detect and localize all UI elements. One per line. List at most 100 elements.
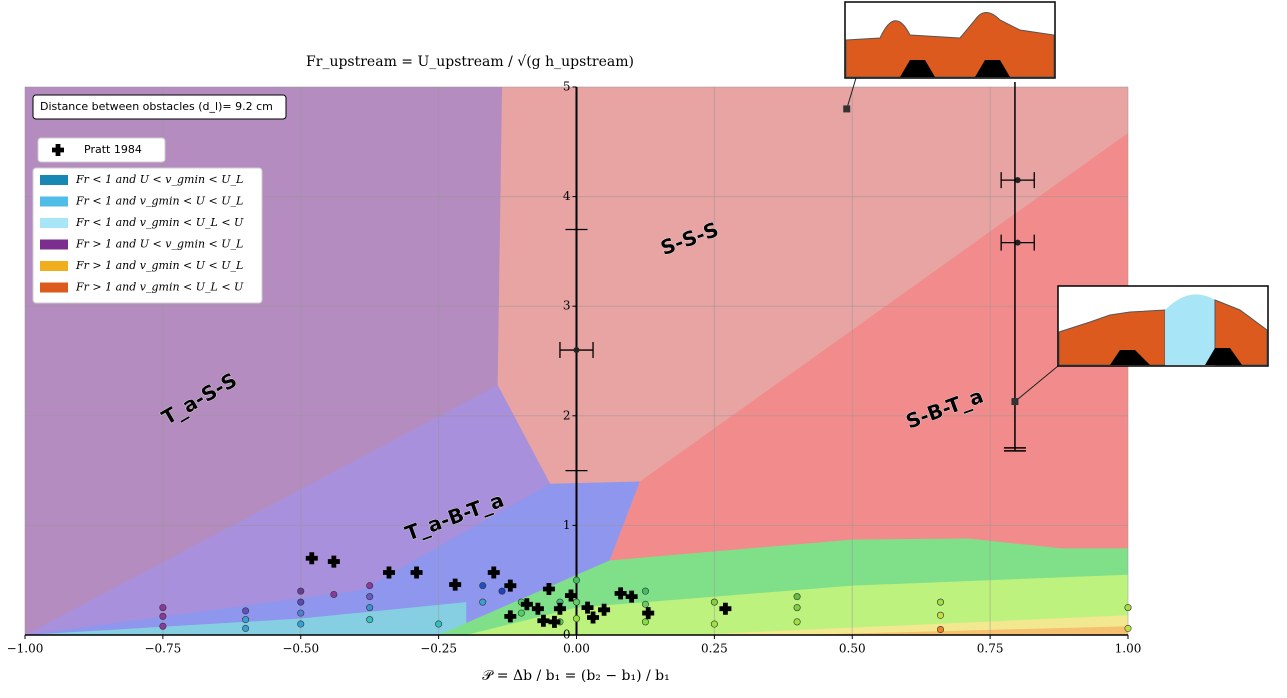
pratt-point — [410, 566, 423, 579]
y-tick-label: 5 — [563, 80, 571, 94]
legend-label: Pratt 1984 — [84, 143, 142, 156]
pratt-point — [327, 555, 340, 568]
experiment-point — [242, 624, 250, 632]
pratt-point — [449, 578, 462, 591]
legend-patch — [40, 282, 68, 293]
experiment-point — [159, 604, 167, 612]
experiment-point — [1124, 624, 1132, 632]
experiment-point — [498, 587, 506, 595]
experiment-point — [366, 582, 374, 590]
pratt-point — [719, 602, 732, 615]
pratt-point — [564, 589, 577, 602]
x-tick-label: 0.00 — [563, 642, 590, 656]
legend-label: Fr > 1 and U < v_gmin < U_L — [75, 238, 243, 251]
pratt-point — [581, 601, 594, 614]
experiment-point — [330, 590, 338, 598]
pratt-point — [504, 579, 517, 592]
x-tick-label: 0.25 — [701, 642, 728, 656]
inset-connector — [1014, 365, 1059, 402]
x-axis-label: 𝒫 = Δb / b₁ = (b₂ − b₁) / b₁ — [482, 668, 670, 684]
pratt-point — [305, 552, 318, 565]
experiment-point — [479, 582, 487, 590]
experiment-point — [517, 609, 525, 617]
experiment-point — [793, 618, 801, 626]
experiment-point — [435, 620, 443, 628]
x-tick-label: 0.75 — [977, 642, 1004, 656]
experiment-point — [1124, 604, 1132, 612]
experiment-point — [297, 598, 305, 606]
y-tick-label: 1 — [563, 518, 571, 532]
pratt-point — [382, 566, 395, 579]
legend-label: Fr < 1 and v_gmin < U_L < U — [75, 216, 244, 229]
pratt-point — [548, 615, 561, 628]
pratt-point — [520, 598, 533, 611]
legend-label: Fr > 1 and v_gmin < U_L < U — [75, 281, 244, 294]
legend-patch — [40, 196, 68, 207]
note-text: Distance between obstacles (d_l)= 9.2 cm — [40, 100, 273, 113]
inset-anchor — [843, 105, 851, 113]
x-tick-label: −0.75 — [144, 642, 181, 656]
pratt-point — [642, 607, 655, 620]
experiment-point — [366, 604, 374, 612]
legend-patch — [40, 175, 68, 185]
legend-patch — [40, 218, 68, 228]
x-tick-label: −0.50 — [282, 642, 319, 656]
experiment-point — [297, 609, 305, 617]
pratt-point — [504, 610, 517, 623]
experiment-point — [572, 576, 580, 584]
inset-top — [844, 1, 1056, 79]
experiment-point — [936, 598, 944, 606]
legend-label: Fr < 1 and v_gmin < U < U_L — [75, 195, 243, 208]
experiment-point — [710, 598, 718, 606]
note-box — [32, 94, 287, 120]
y-tick-label: 2 — [563, 408, 571, 422]
experiment-point — [572, 615, 580, 623]
x-tick-label: 1.00 — [1115, 642, 1142, 656]
experiment-point — [641, 618, 649, 626]
experiment-point — [479, 598, 487, 606]
pratt-point — [614, 587, 627, 600]
experiment-point — [159, 622, 167, 630]
inset-right — [1057, 285, 1269, 367]
experiment-point — [641, 587, 649, 595]
y-tick-label: 3 — [563, 299, 571, 313]
experiment-point — [159, 612, 167, 620]
region — [609, 133, 1128, 561]
region — [25, 602, 467, 635]
experiment-point — [936, 611, 944, 619]
experiment-point — [366, 593, 374, 601]
legend-marker — [52, 144, 64, 157]
pratt-point — [553, 602, 566, 615]
chart-title: Fr_upstream = U_upstream / √(g h_upstrea… — [306, 54, 634, 70]
legend-label: Fr < 1 and U < v_gmin < U_L — [75, 173, 243, 186]
pratt-point — [542, 582, 555, 595]
legend: Pratt 1984 Fr < 1 and U < v_gmin < U_L Fr … — [32, 137, 263, 304]
pratt-point — [625, 590, 638, 603]
experiment-point — [936, 626, 944, 634]
legend-box — [32, 167, 263, 304]
range-line — [1003, 82, 1026, 452]
error-point — [1014, 177, 1021, 184]
experiment-point — [572, 598, 580, 606]
error-point — [1014, 239, 1021, 246]
region — [797, 626, 1128, 635]
experiment-point — [242, 616, 250, 624]
x-tick-label: −0.25 — [420, 642, 457, 656]
legend-label: Fr > 1 and v_gmin < U < U_L — [75, 259, 243, 272]
legend-patch — [40, 239, 68, 250]
inset-anchor — [1011, 398, 1019, 406]
x-tick-label: −1.00 — [7, 642, 44, 656]
experiment-point — [793, 604, 801, 612]
pratt-point — [537, 614, 550, 627]
experiment-point — [297, 587, 305, 595]
experiment-point — [710, 620, 718, 628]
pratt-point — [487, 566, 500, 579]
legend-box — [37, 137, 166, 163]
x-tick-label: 0.50 — [839, 642, 866, 656]
pratt-point — [587, 611, 600, 624]
y-tick-label: 4 — [563, 189, 571, 203]
error-point — [573, 347, 580, 354]
inset-connector — [846, 77, 857, 110]
experiment-point — [641, 600, 649, 608]
region — [25, 481, 640, 635]
